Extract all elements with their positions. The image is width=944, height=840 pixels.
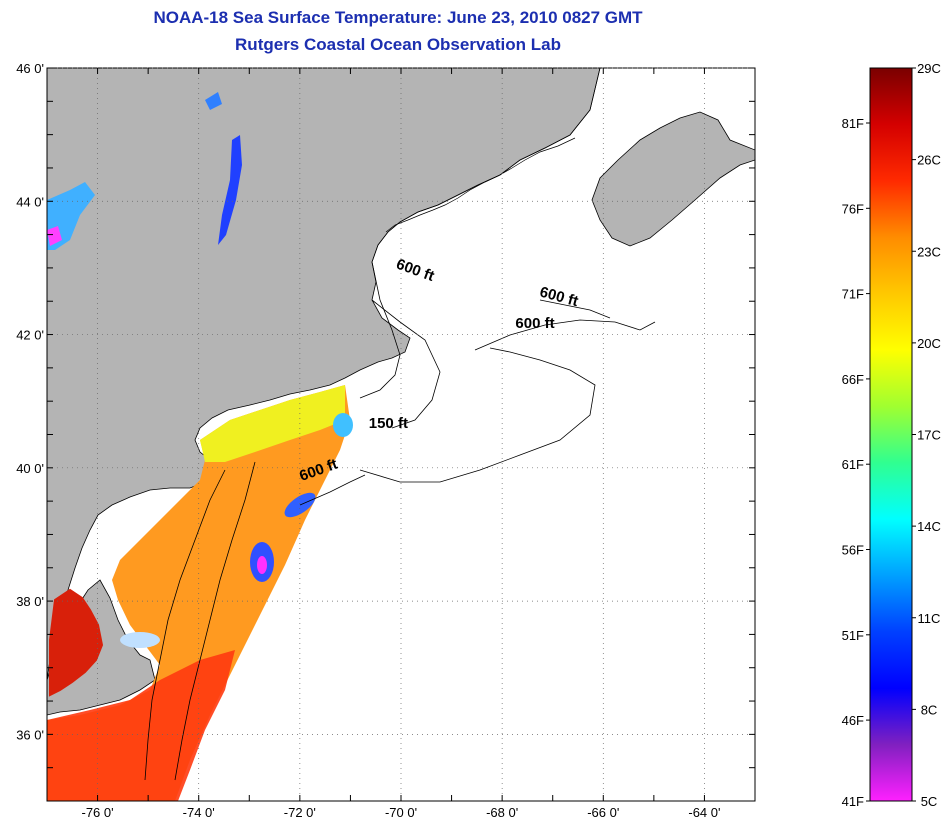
lake-ontario-cold — [47, 226, 62, 246]
map-subtitle: Rutgers Coastal Ocean Observation Lab — [235, 35, 561, 54]
colorbar-celsius-label: 26C — [917, 153, 941, 168]
cool-patch — [333, 413, 353, 437]
lake-blue — [205, 92, 222, 110]
depth-contours — [144, 261, 656, 781]
lon-tick-label: -66 0' — [587, 805, 619, 820]
colorbar-fahrenheit-label: 71F — [842, 287, 864, 302]
grid-lines — [47, 67, 755, 801]
colorbar-fahrenheit-label: 41F — [842, 794, 864, 809]
sst-swath-yellow — [200, 385, 345, 462]
depth-label: 150 ft — [369, 415, 408, 432]
lat-tick-label: 36 0' — [16, 727, 44, 742]
colorbar-celsius-label: 20C — [917, 336, 941, 351]
lat-tick-label: 46 0' — [16, 61, 44, 76]
sst-swath-hot — [47, 650, 235, 801]
lake-champlain — [218, 135, 242, 245]
lon-tick-label: -76 0' — [82, 805, 114, 820]
cool-patch-2 — [120, 632, 160, 648]
lat-tick-label: 44 0' — [16, 194, 44, 209]
axis-labels: -76 0' -74 0' -72 0' -70 0' -68 0' -66 0' -64 … — [16, 61, 720, 820]
colorbar-labels: 29C 26C 23C 20C 17C 14C 11C 8C 5C 81F 76F 71F 66F 61F… — [842, 61, 941, 809]
lat-tick-label: 40 0' — [16, 461, 44, 476]
axis-ticks — [46, 67, 756, 802]
colorbar-celsius-label: 11C — [918, 611, 941, 626]
lon-tick-label: -68 0' — [486, 805, 518, 820]
map-area — [47, 68, 755, 801]
colorbar-celsius-label: 8C — [921, 702, 938, 717]
lat-tick-label: 38 0' — [16, 594, 44, 609]
lon-tick-label: -74 0' — [183, 805, 215, 820]
map-title: NOAA-18 Sea Surface Temperature: June 23… — [153, 8, 643, 27]
depth-label: 600 ft — [515, 315, 554, 332]
colorbar-fahrenheit-label: 66F — [842, 372, 864, 387]
lon-tick-label: -72 0' — [284, 805, 316, 820]
colorbar-fahrenheit-label: 61F — [842, 457, 864, 472]
coastline — [371, 68, 601, 263]
lon-tick-label: -64 0' — [688, 805, 720, 820]
cold-eddy-core — [257, 556, 267, 574]
chesapeake-water — [49, 588, 104, 697]
colorbar-fahrenheit-label: 81F — [842, 116, 864, 131]
land-mass — [47, 68, 755, 247]
colorbar-fahrenheit-label: 51F — [842, 628, 864, 643]
colorbar-celsius-label: 29C — [917, 61, 941, 76]
colorbar-fahrenheit-label: 46F — [842, 713, 864, 728]
colorbar-celsius-label: 23C — [917, 244, 941, 259]
colorbar-celsius-label: 14C — [917, 519, 941, 534]
lon-tick-label: -70 0' — [385, 805, 417, 820]
colorbar-fahrenheit-label: 56F — [842, 543, 864, 558]
colorbar-celsius-label: 5C — [921, 794, 938, 809]
colorbar — [869, 67, 913, 802]
colorbar-celsius-label: 17C — [917, 428, 941, 443]
colorbar-fahrenheit-label: 76F — [842, 201, 864, 216]
lat-tick-label: 42 0' — [16, 328, 44, 343]
